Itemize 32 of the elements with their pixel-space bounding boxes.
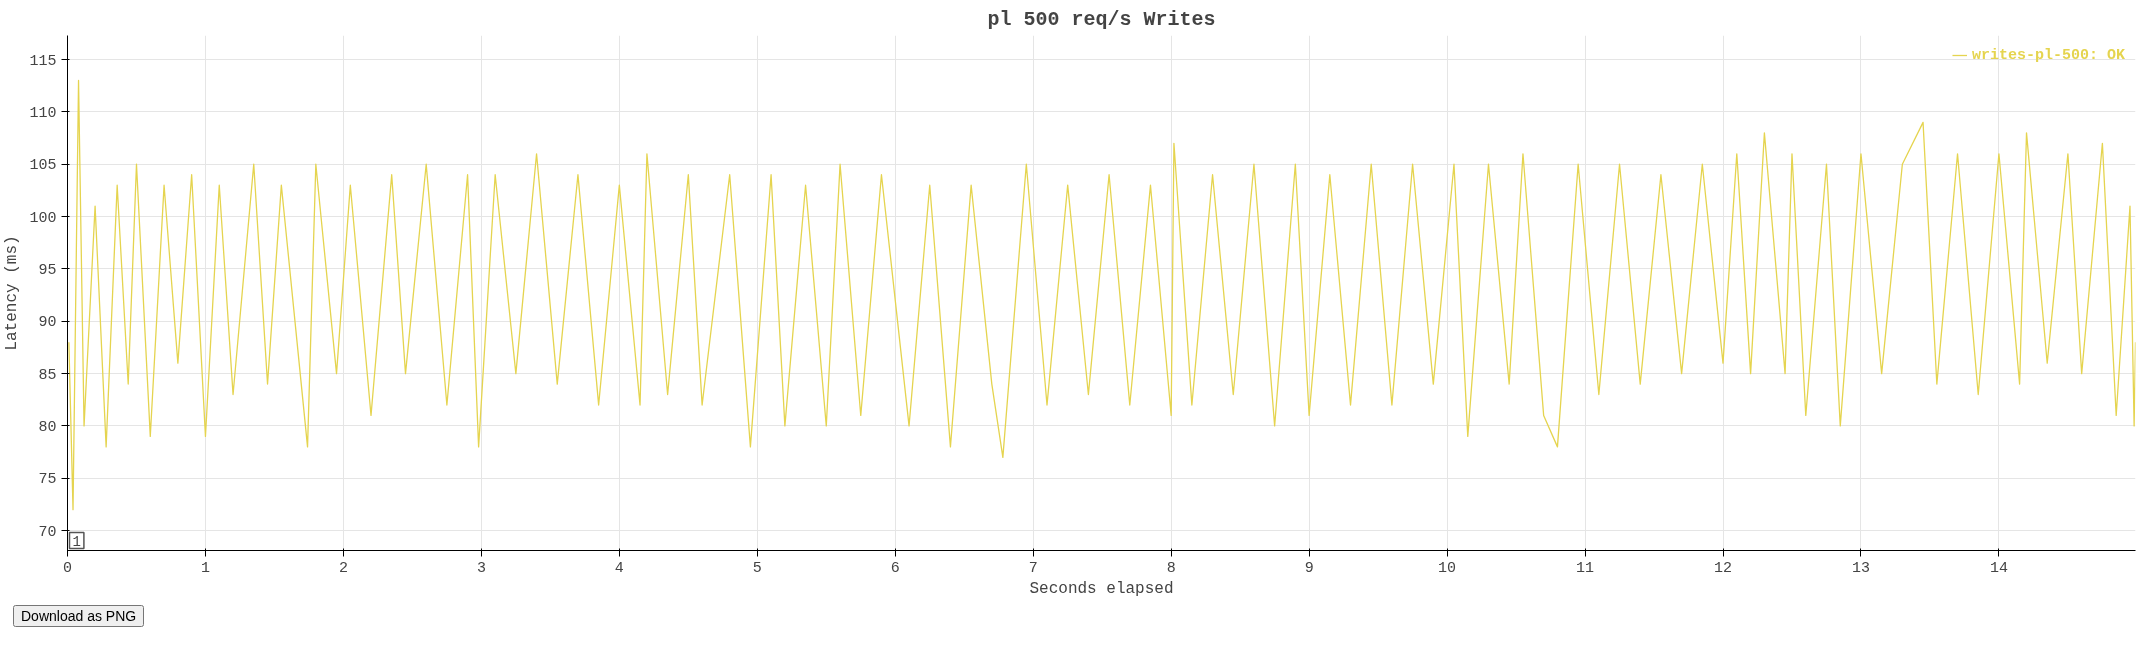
x-tick-label: 9 bbox=[1304, 559, 1314, 577]
x-tick-label: 1 bbox=[200, 559, 210, 577]
x-tick-label: 2 bbox=[338, 559, 348, 577]
y-tick-label: 70 bbox=[38, 523, 57, 541]
line-series bbox=[68, 79, 2136, 511]
x-tick-label: 10 bbox=[1438, 559, 1457, 577]
x-tick-label: 7 bbox=[1028, 559, 1038, 577]
y-tick-label: 110 bbox=[29, 104, 57, 122]
y-tick-label: 100 bbox=[29, 209, 57, 227]
x-tick-label: 6 bbox=[890, 559, 900, 577]
y-tick-label: 105 bbox=[29, 157, 57, 175]
y-tick-label: 75 bbox=[38, 471, 57, 489]
y-tick-label: 115 bbox=[29, 52, 57, 70]
x-tick-label: 5 bbox=[752, 559, 762, 577]
y-axis-title: Latency (ms) bbox=[3, 235, 22, 351]
annotation: 1 bbox=[72, 533, 81, 550]
x-tick-label: 14 bbox=[1989, 559, 2008, 577]
x-tick-label: 3 bbox=[476, 559, 486, 577]
x-tick-label: 13 bbox=[1851, 559, 1870, 577]
y-tick-label: 85 bbox=[38, 366, 57, 384]
text: Download as PNG bbox=[13, 605, 145, 627]
x-tick-label: 0 bbox=[63, 559, 73, 577]
x-tick-label: 8 bbox=[1166, 559, 1176, 577]
y-tick-label: 90 bbox=[38, 314, 57, 332]
x-tick-label: 4 bbox=[614, 559, 624, 577]
x-axis-title: Seconds elapsed bbox=[1029, 579, 1174, 598]
chart-title: pl 500 req/s Writes bbox=[987, 7, 1216, 31]
legend-label: writes-pl-500: OK bbox=[1971, 46, 2125, 64]
y-tick-label: 80 bbox=[38, 418, 57, 436]
y-tick-label: 95 bbox=[38, 261, 57, 279]
x-tick-label: 11 bbox=[1576, 559, 1595, 577]
x-tick-label: 12 bbox=[1714, 559, 1733, 577]
